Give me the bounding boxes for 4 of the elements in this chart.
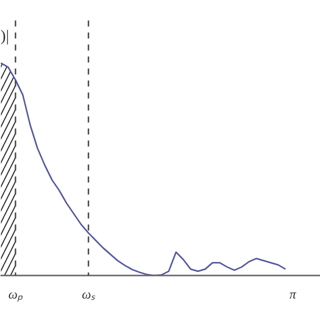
x-tick-label: ωₛ (82, 286, 96, 302)
x-tick-label: π (290, 286, 297, 302)
x-tick-label: ωₚ (8, 286, 24, 302)
y-axis-title: )| (0, 28, 10, 46)
